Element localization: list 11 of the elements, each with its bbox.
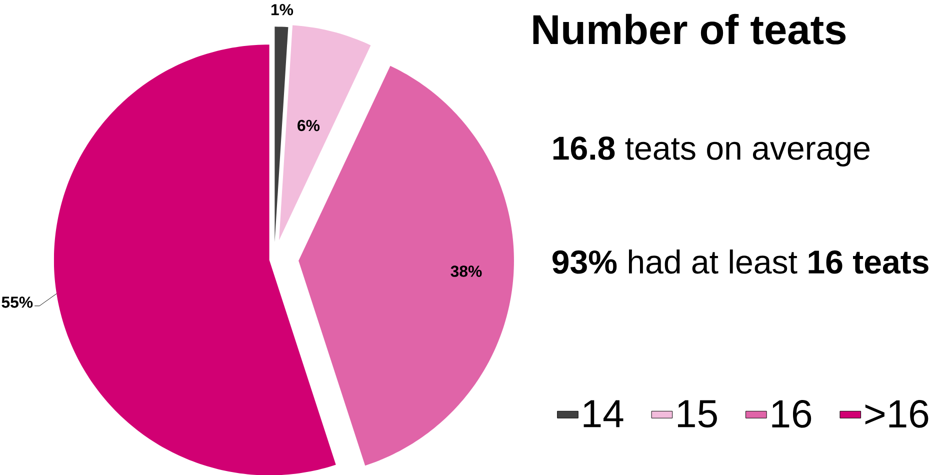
text: 93% had at least 16 teats [552,249,928,274]
legend-label: >16 [865,400,928,428]
text: 16.8 teats on average [553,136,870,166]
data-label: 55% [2,296,33,308]
legend-label: 15 [678,400,717,428]
chart-title: Number of teats [533,14,846,44]
data-label: 6% [298,120,320,131]
data-label: 1% [271,4,294,16]
data-label: 38% [450,265,482,277]
legend-label: 14 [584,400,624,428]
legend-label: 16 [772,400,812,428]
